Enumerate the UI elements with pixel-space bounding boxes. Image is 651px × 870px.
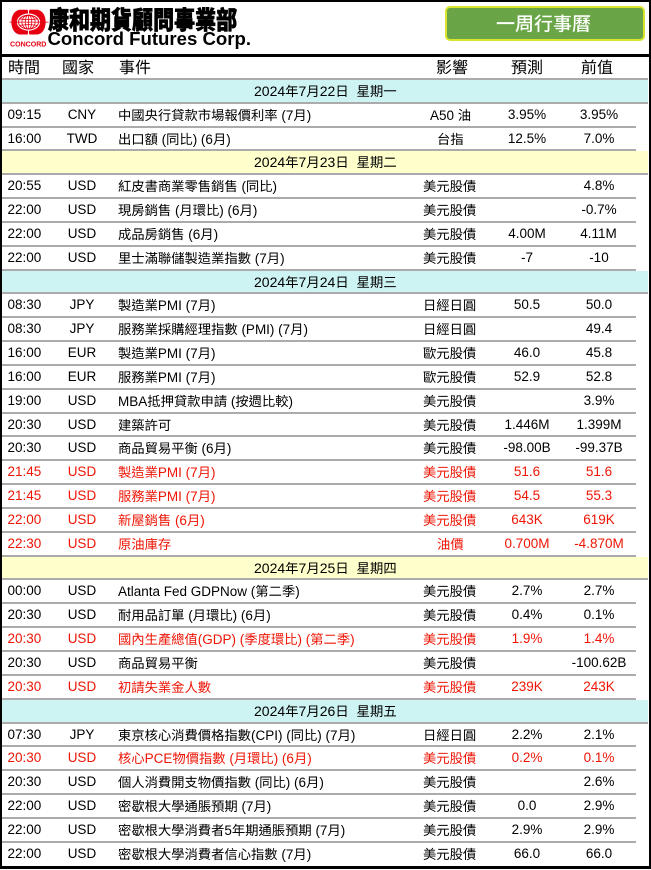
svg-text:PMI (7: PMI (7 [158, 298, 198, 313]
svg-text:2024: 2024 [254, 703, 285, 719]
svg-text:2024: 2024 [254, 83, 285, 99]
svg-text:): ) [211, 298, 216, 313]
svg-text:): ) [200, 513, 205, 528]
svg-text:(: ( [171, 203, 180, 218]
svg-text:): ) [341, 823, 346, 838]
svg-text:(: ( [251, 775, 260, 790]
svg-text:): ) [214, 227, 219, 242]
svg-text:(: ( [227, 394, 236, 409]
svg-text:2024: 2024 [254, 274, 285, 290]
svg-text:(7: (7 [312, 823, 328, 838]
svg-text:) (6: ) (6 [193, 132, 213, 147]
svg-text:26: 26 [319, 703, 335, 719]
svg-text:PMI (7: PMI (7 [158, 346, 198, 361]
svg-text:23: 23 [319, 154, 335, 170]
svg-text:) (: ) ( [298, 632, 311, 647]
svg-text:): ) [307, 847, 312, 862]
svg-text:): ) [351, 728, 356, 743]
svg-text:) (6: ) (6 [286, 775, 306, 790]
svg-text:): ) [350, 632, 355, 647]
svg-text:): ) [211, 370, 216, 385]
svg-text:A50: A50 [430, 108, 458, 123]
svg-text:2024: 2024 [254, 154, 285, 170]
svg-text:): ) [307, 108, 312, 123]
svg-text:(6: (6 [185, 227, 201, 242]
svg-text:Atlanta Fed GDPNow (: Atlanta Fed GDPNow ( [118, 584, 256, 599]
svg-text:25: 25 [319, 560, 335, 576]
svg-text:): ) [267, 799, 272, 814]
svg-text:(: ( [238, 179, 247, 194]
svg-text:): ) [307, 751, 312, 766]
svg-text:): ) [211, 346, 216, 361]
svg-text:(7: (7 [251, 251, 267, 266]
svg-text:(6: (6 [171, 513, 187, 528]
svg-text:) (6: ) (6 [219, 203, 239, 218]
svg-text:(CPI) (: (CPI) ( [251, 728, 291, 743]
svg-text:): ) [295, 584, 300, 599]
svg-text:): ) [226, 132, 231, 147]
svg-text:(7: (7 [238, 799, 254, 814]
svg-text:22: 22 [319, 83, 335, 99]
svg-text:PMI (7: PMI (7 [158, 370, 198, 385]
svg-text:7: 7 [298, 154, 306, 170]
svg-text:): ) [266, 608, 271, 623]
svg-text:CONCORD: CONCORD [10, 39, 47, 48]
svg-text:7: 7 [298, 83, 306, 99]
svg-text:(6: (6 [198, 441, 214, 456]
svg-text:7: 7 [298, 703, 306, 719]
svg-text:7: 7 [298, 560, 306, 576]
svg-text:): ) [227, 441, 232, 456]
svg-text:) (6: ) (6 [274, 751, 294, 766]
svg-text:PMI (7: PMI (7 [158, 489, 198, 504]
svg-text:) (6: ) (6 [233, 608, 253, 623]
svg-text:): ) [211, 489, 216, 504]
svg-text:PCE: PCE [145, 751, 173, 766]
svg-text:): ) [319, 775, 324, 790]
svg-text:): ) [273, 179, 278, 194]
svg-text:24: 24 [319, 274, 335, 290]
svg-text:(: ( [158, 132, 167, 147]
svg-text:2024: 2024 [254, 560, 285, 576]
svg-text:MBA: MBA [118, 394, 147, 409]
svg-text:): ) [289, 394, 294, 409]
svg-text:(: ( [185, 608, 194, 623]
svg-text:(7: (7 [278, 108, 294, 123]
svg-text:): ) [280, 251, 285, 266]
svg-text:7: 7 [298, 274, 306, 290]
svg-text:(: ( [226, 751, 235, 766]
svg-text:(GDP) (: (GDP) ( [198, 632, 245, 647]
svg-text:(PMI) (7: (PMI) (7 [238, 322, 291, 337]
svg-text:): ) [304, 322, 309, 337]
svg-text:5: 5 [224, 823, 232, 838]
svg-text:): ) [211, 465, 216, 480]
svg-text:): ) [253, 203, 258, 218]
svg-text:) (7: ) (7 [317, 728, 337, 743]
svg-text:(7: (7 [278, 847, 294, 862]
svg-text:PMI (7: PMI (7 [158, 465, 198, 480]
